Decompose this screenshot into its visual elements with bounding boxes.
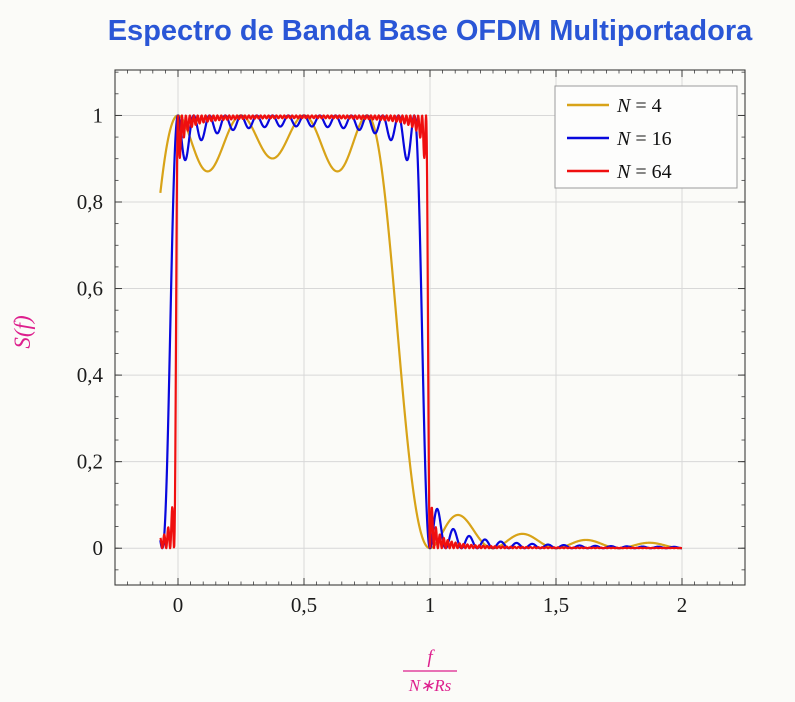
- plot-area: 0 0,5 1 1,5 2 0 0,2 0,4 0,6 0,8 1 N = 4 N = 16 N = 64: [77, 69, 746, 617]
- legend-label-N-64: N = 64: [616, 161, 672, 183]
- x-tick-label: 0,5: [291, 593, 317, 617]
- chart-title: Espectro de Banda Base OFDM Multiportado…: [108, 15, 753, 47]
- x-tick-label: 1: [425, 593, 436, 617]
- x-axis-label-denominator: N∗Rs: [408, 676, 452, 695]
- x-tick-label: 0: [173, 593, 184, 617]
- y-tick-label: 0: [93, 536, 104, 560]
- axis-frame: [114, 69, 746, 586]
- legend-label-N-16: N = 16: [616, 128, 672, 150]
- y-tick-label: 0,8: [77, 190, 103, 214]
- legend-label-N-4: N = 4: [616, 95, 662, 117]
- series-curve-N-16: [159, 114, 683, 550]
- x-axis-label-numerator: f: [427, 647, 435, 668]
- x-axis-label: f N∗Rs: [403, 647, 457, 695]
- y-tick-label: 0,6: [77, 277, 103, 301]
- x-tick-label: 2: [677, 593, 688, 617]
- x-tick-label: 1,5: [543, 593, 569, 617]
- y-axis-label: S(f): [10, 315, 35, 348]
- y-tick-label: 0,4: [77, 363, 104, 387]
- y-tick-label: 1: [93, 103, 104, 127]
- series-curve-N-64: [159, 114, 683, 550]
- y-tick-label: 0,2: [77, 450, 103, 474]
